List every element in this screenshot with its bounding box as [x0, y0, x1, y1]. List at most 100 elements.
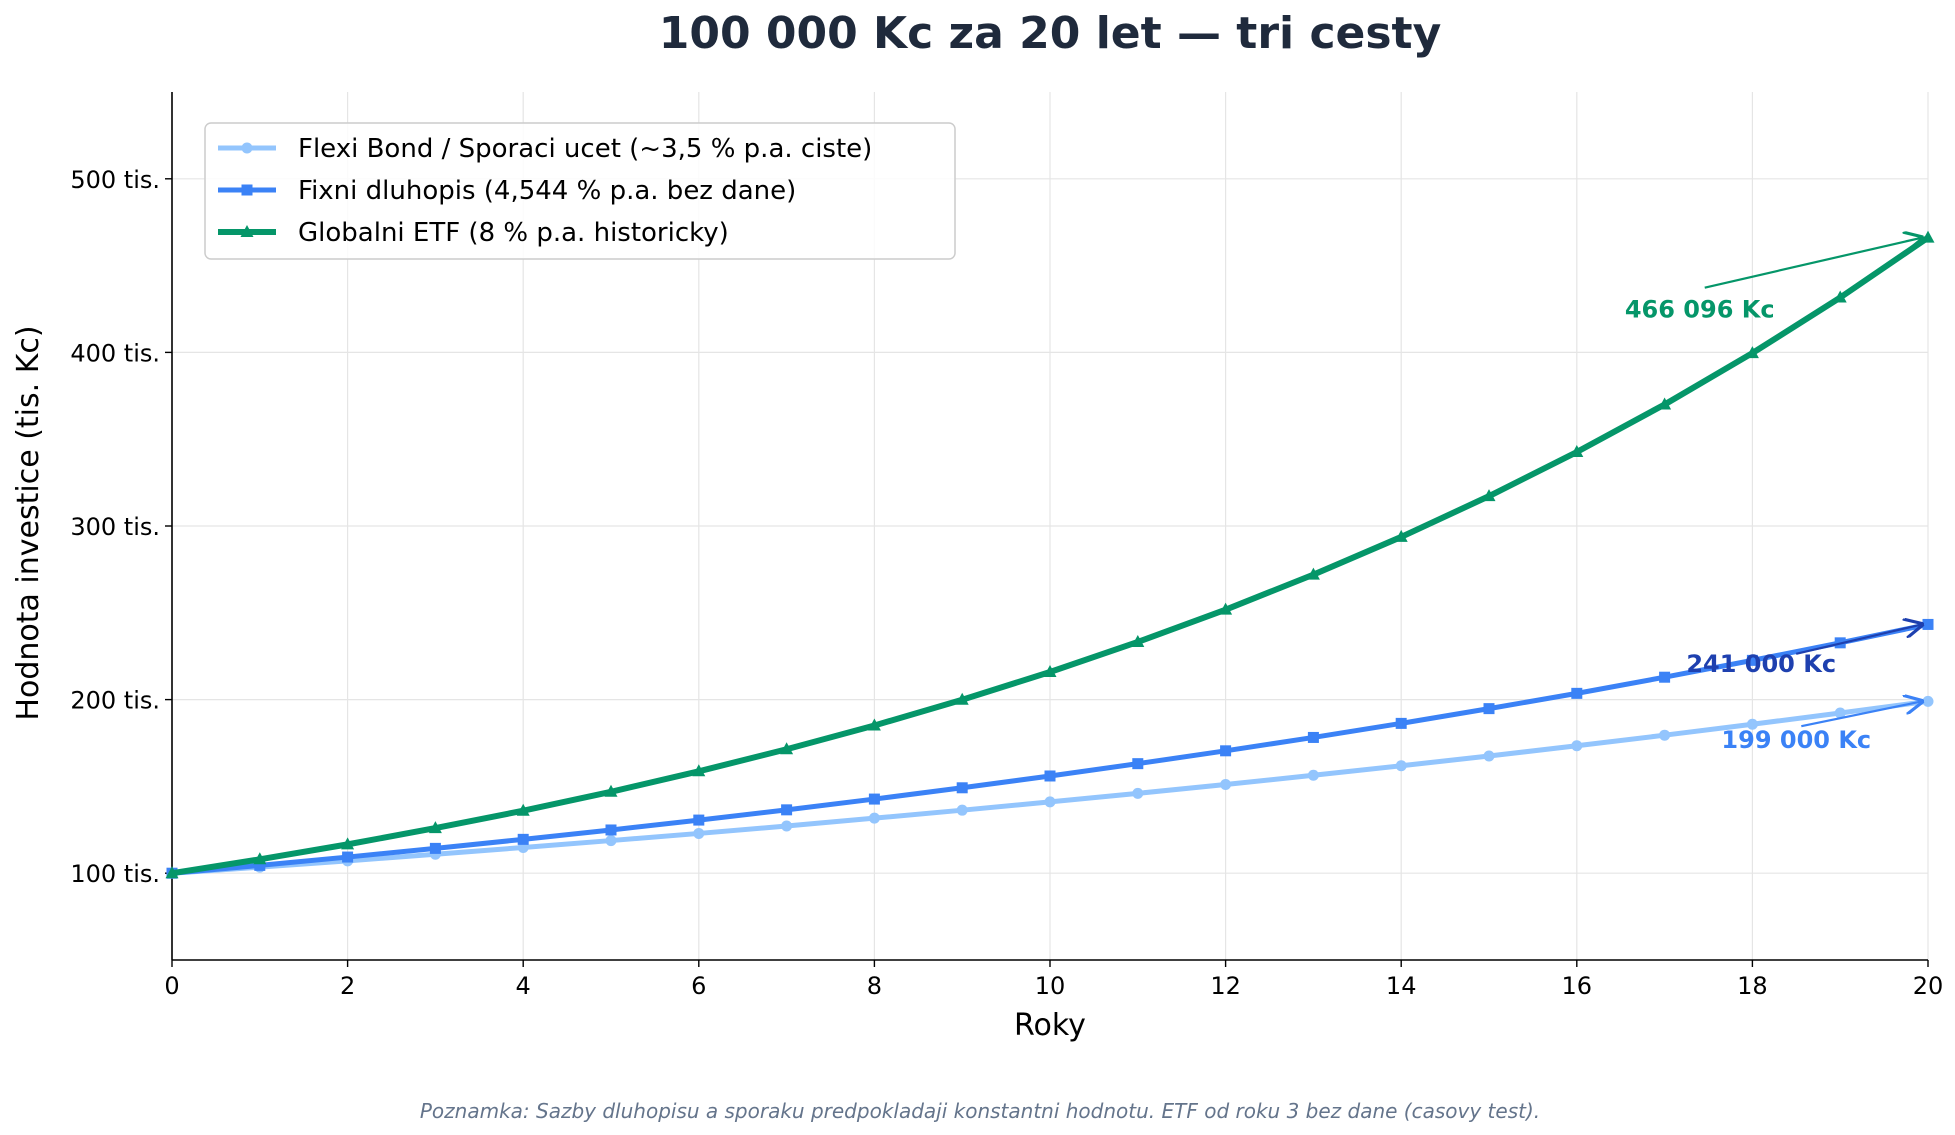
data-point: [1307, 769, 1319, 781]
x-axis-label: Roky: [1014, 1008, 1086, 1043]
data-point: [1395, 760, 1407, 772]
x-tick-label: 2: [340, 972, 355, 1000]
data-point: [604, 784, 618, 797]
data-point: [605, 824, 617, 836]
series: [165, 230, 1935, 879]
data-point: [1483, 703, 1495, 715]
y-tick-label: 500 tis.: [70, 166, 160, 194]
data-point: [1658, 397, 1672, 410]
data-point: [1834, 707, 1846, 719]
x-tick-label: 4: [516, 972, 531, 1000]
legend-box: [204, 122, 956, 260]
ticks: 0 2 4 6 8 10 12 14 16 18 20 100 tis. 200 tis. 300 tis…: [70, 166, 1943, 1000]
data-point: [1044, 796, 1056, 808]
data-point: [429, 842, 441, 854]
data-point: [341, 837, 355, 850]
x-tick-label: 12: [1210, 972, 1241, 1000]
data-point: [253, 852, 267, 865]
legend-marker: [241, 142, 253, 154]
legend-entry-2: Fixni dluhopis (4,544 % p.a. bez dane): [218, 176, 796, 206]
x-tick-label: 18: [1737, 972, 1768, 1000]
x-tick-label: 20: [1913, 972, 1944, 1000]
data-point: [1483, 750, 1495, 762]
data-point: [1394, 529, 1408, 542]
legend-label: Fixni dluhopis (4,544 % p.a. bez dane): [298, 176, 796, 206]
data-point: [1571, 740, 1583, 752]
data-point: [1220, 745, 1232, 757]
data-point: [1921, 230, 1935, 243]
legend-label: Globalni ETF (8 % p.a. historicky): [298, 218, 729, 248]
data-point: [781, 820, 793, 832]
annotation-arrow: [1795, 624, 1922, 655]
data-point: [1571, 687, 1583, 699]
data-point: [1659, 729, 1671, 741]
annotation: 199 000 Kc: [1721, 701, 1922, 754]
data-point: [516, 803, 530, 816]
x-tick-label: 8: [867, 972, 882, 1000]
data-point: [1132, 758, 1144, 770]
legend-label: Flexi Bond / Sporaci ucet (~3,5 % p.a. c…: [298, 134, 872, 164]
legend-entry-3: Globalni ETF (8 % p.a. historicky): [218, 218, 729, 248]
annotation-label: 199 000 Kc: [1721, 726, 1871, 754]
data-point: [1746, 654, 1758, 666]
x-tick-label: 10: [1035, 972, 1066, 1000]
data-point: [1307, 731, 1319, 743]
data-point: [1131, 634, 1145, 647]
annotation-label: 241 000 Kc: [1686, 650, 1836, 678]
data-point: [1659, 671, 1671, 683]
data-point: [1746, 718, 1758, 730]
data-point: [1219, 602, 1233, 615]
data-point: [605, 835, 617, 847]
x-tick-label: 6: [691, 972, 706, 1000]
data-point: [1395, 717, 1407, 729]
data-point: [693, 814, 705, 826]
annotation: 241 000 Kc: [1686, 624, 1922, 678]
annotation: 466 096 Kc: [1625, 238, 1922, 324]
data-point: [428, 821, 442, 834]
legend-entry-1: Flexi Bond / Sporaci ucet (~3,5 % p.a. c…: [218, 134, 872, 164]
data-point: [517, 833, 529, 845]
data-point: [956, 804, 968, 816]
annotation-arrow: [1801, 701, 1922, 728]
data-point: [1043, 664, 1057, 677]
data-point: [692, 764, 706, 777]
data-point: [1922, 618, 1934, 630]
data-point: [1220, 778, 1232, 790]
y-tick-label: 100 tis.: [70, 860, 160, 888]
legend-marker: [240, 225, 254, 237]
annotations: 466 096 Kc 241 000 Kc 199 000 Kc: [1625, 238, 1922, 754]
data-point: [1745, 346, 1759, 359]
data-point: [780, 742, 794, 755]
data-point: [693, 827, 705, 839]
y-axis-label: Hodnota investice (tis. Kc): [11, 325, 46, 720]
data-point: [342, 851, 354, 863]
y-tick-label: 400 tis.: [70, 339, 160, 367]
data-point: [867, 718, 881, 731]
annotation-arrow: [1704, 238, 1922, 289]
x-tick-label: 14: [1386, 972, 1417, 1000]
footnote: Poznamka: Sazby dluhopisu a sporaku pred…: [420, 1099, 1540, 1123]
legend: Flexi Bond / Sporaci ucet (~3,5 % p.a. c…: [204, 122, 956, 260]
data-point: [1132, 787, 1144, 799]
data-point: [1922, 695, 1934, 707]
data-point: [868, 812, 880, 824]
data-point: [955, 692, 969, 705]
series-3: [165, 230, 1935, 879]
x-tick-label: 16: [1562, 972, 1593, 1000]
data-point: [1833, 290, 1847, 303]
data-point: [781, 804, 793, 816]
data-point: [1044, 770, 1056, 782]
data-point: [1570, 445, 1584, 458]
data-point: [956, 782, 968, 794]
data-point: [254, 859, 266, 871]
chart-title: 100 000 Kc za 20 let — tri cesty: [659, 8, 1442, 59]
annotation-label: 466 096 Kc: [1625, 296, 1775, 324]
y-tick-label: 300 tis.: [70, 513, 160, 541]
x-tick-label: 0: [164, 972, 179, 1000]
data-point: [1306, 567, 1320, 580]
data-point: [165, 866, 179, 879]
data-point: [1482, 489, 1496, 502]
data-point: [868, 793, 880, 805]
legend-marker: [241, 184, 253, 196]
